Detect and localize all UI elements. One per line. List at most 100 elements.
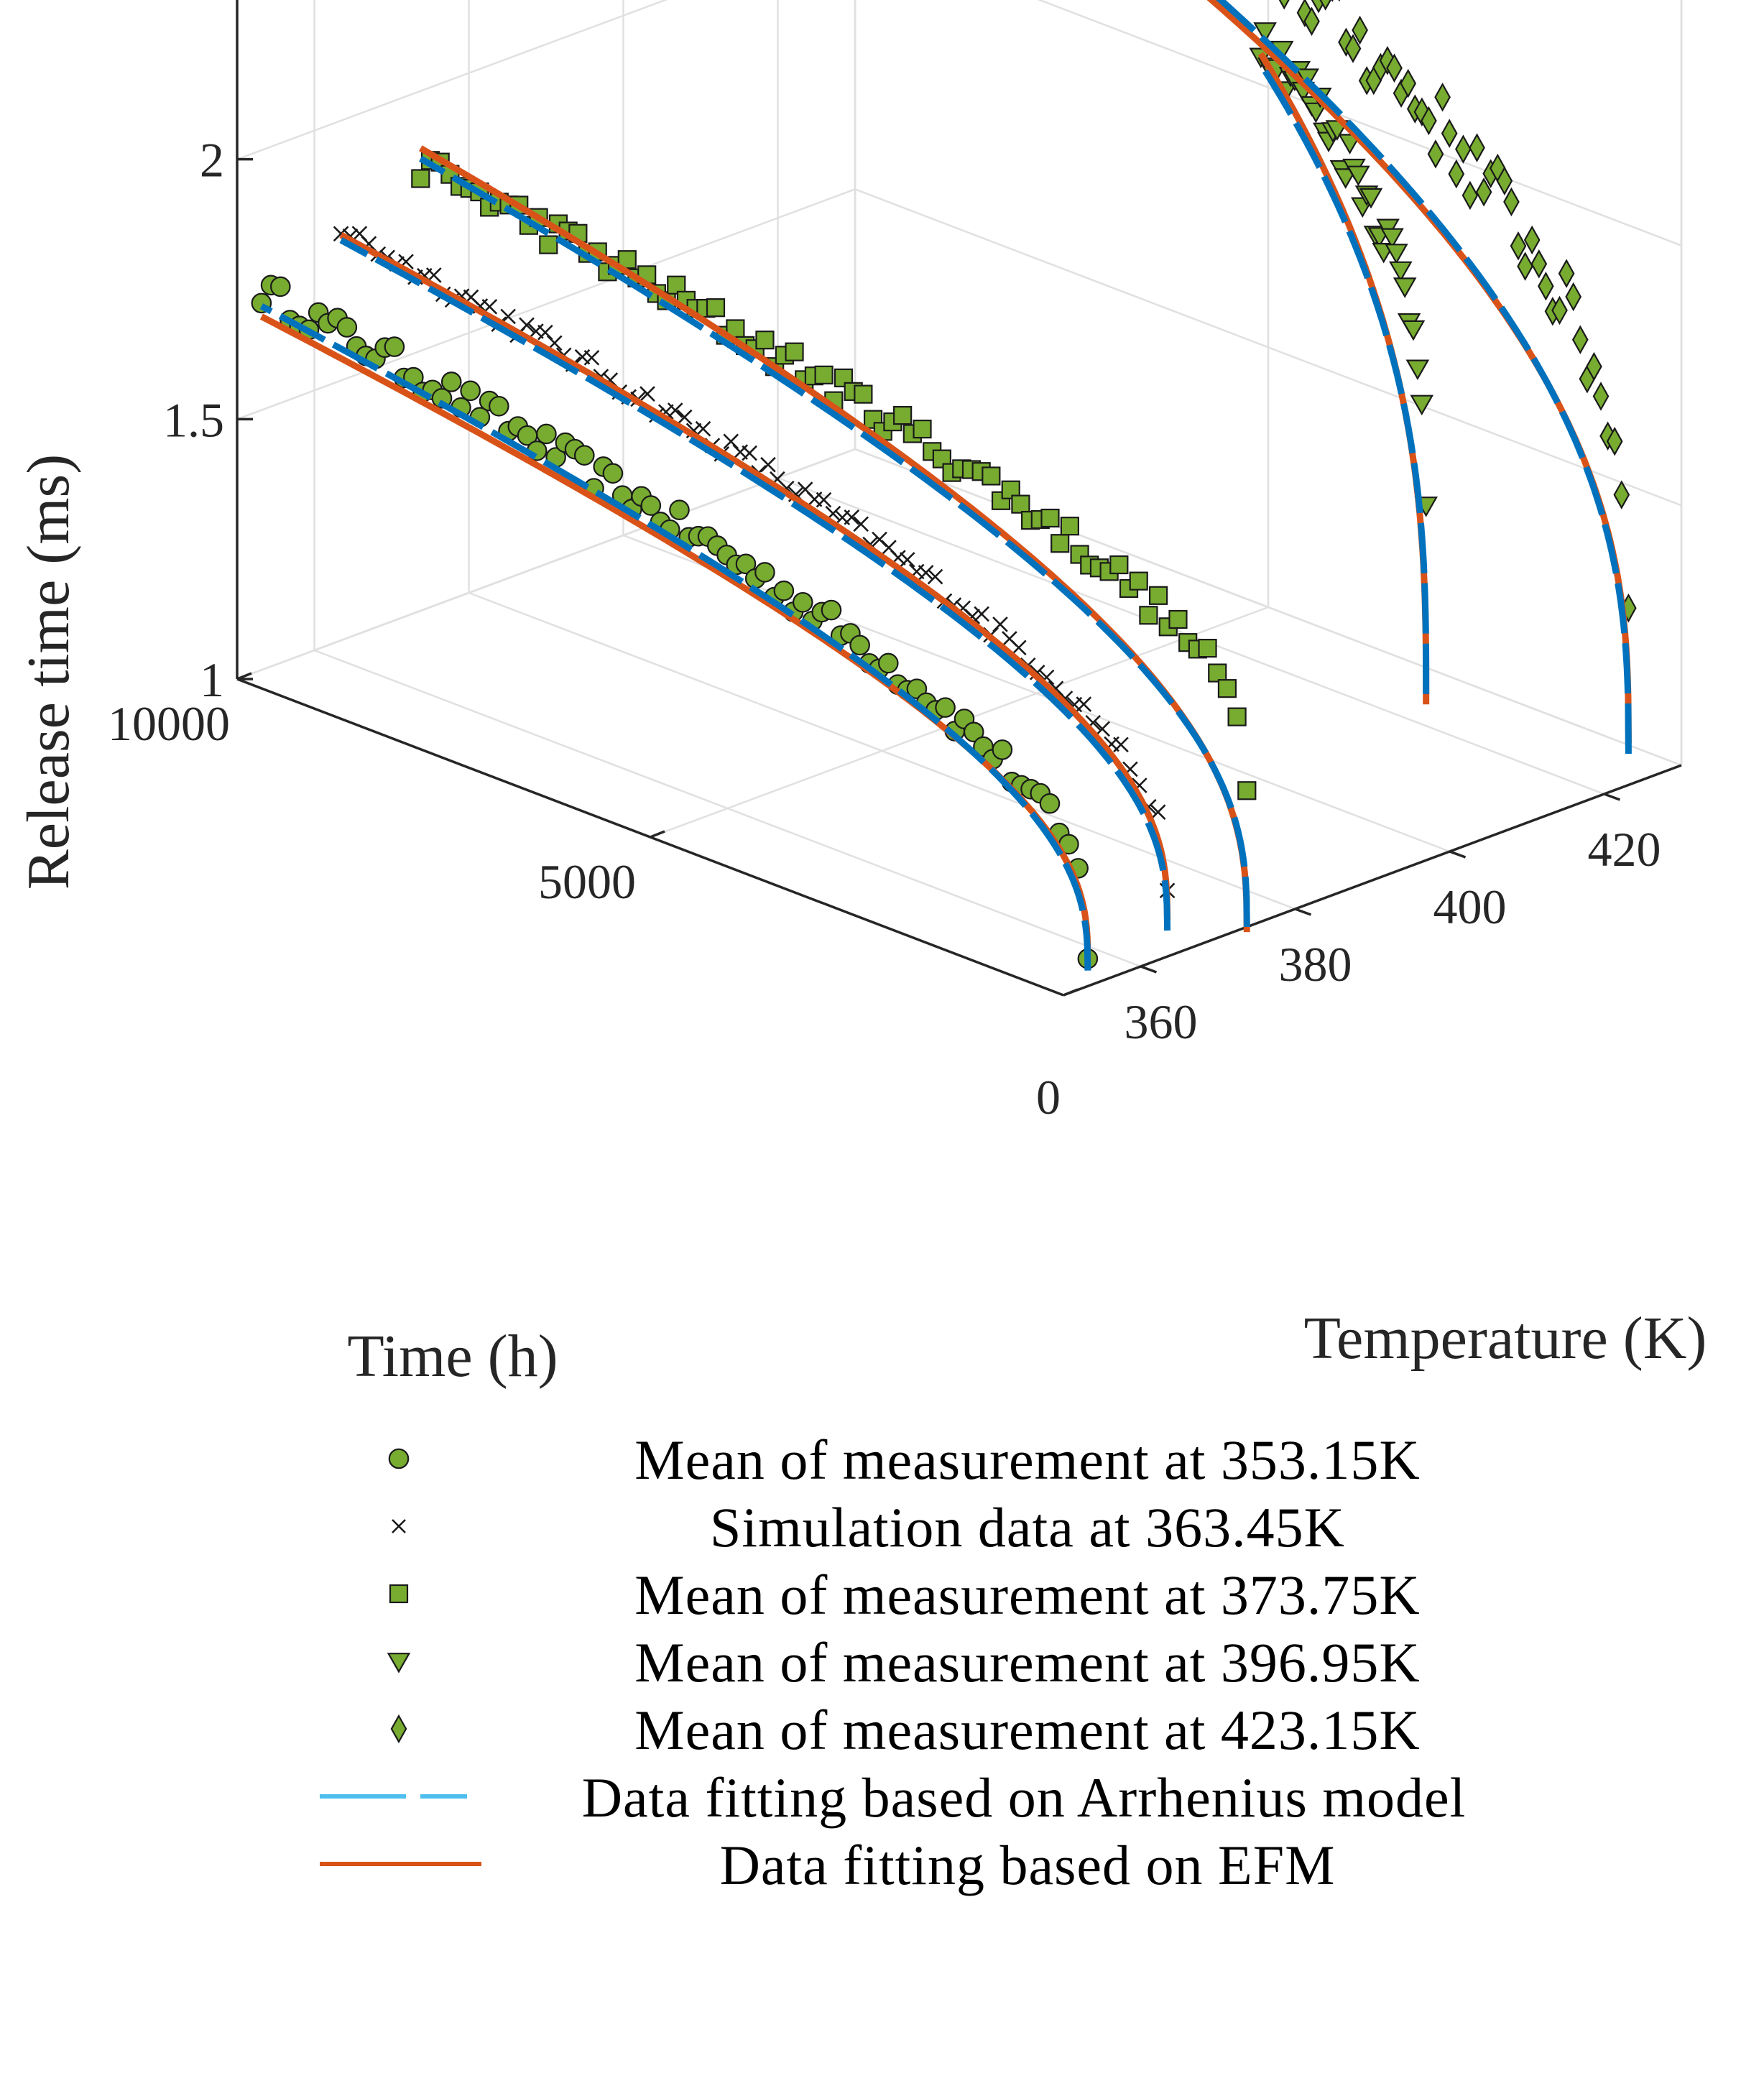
efm-fit-curve — [259, 313, 1091, 961]
legend-label: Mean of measurement at 396.95K — [634, 1631, 1421, 1694]
x-marker-stroke — [351, 226, 368, 241]
time-tick-label: 10000 — [108, 696, 230, 751]
data-point — [754, 562, 775, 583]
legend-marker-x — [392, 1519, 406, 1533]
data-point — [1217, 679, 1237, 698]
temperature-axis-title: Temperature (K) — [1304, 1305, 1707, 1372]
data-point — [899, 552, 915, 568]
data-point — [1592, 382, 1610, 411]
data-point — [1565, 282, 1582, 312]
data-point — [1150, 804, 1166, 821]
floor-gridline-temperature — [314, 649, 1141, 968]
data-point — [676, 409, 693, 425]
data-point — [1523, 225, 1541, 255]
data-point — [935, 697, 956, 718]
x-marker-stroke — [881, 540, 897, 555]
efm-fit-curve — [419, 145, 1250, 933]
time-tick-mark — [236, 672, 252, 680]
data-point — [814, 365, 833, 384]
data-point — [1538, 272, 1554, 301]
data-point — [849, 634, 870, 656]
data-point — [1296, 0, 1313, 27]
data-point — [536, 423, 557, 445]
legend-label: Simulation data at 363.45K — [710, 1496, 1345, 1559]
data-point — [906, 678, 928, 699]
x-marker-stroke — [760, 456, 776, 473]
data-point — [1198, 639, 1217, 658]
legend-entry: Mean of measurement at 423.15K — [390, 1699, 1420, 1761]
data-point — [460, 380, 481, 402]
legend-entry: Simulation data at 363.45K — [392, 1496, 1345, 1559]
x-marker-stroke — [392, 1519, 406, 1533]
data-point — [1586, 351, 1602, 382]
x-marker-stroke — [723, 433, 739, 450]
temperature-tick-mark — [1140, 965, 1158, 974]
x-marker-stroke — [667, 402, 683, 418]
z-tick-label: 1 — [200, 652, 224, 707]
data-point — [1050, 534, 1070, 553]
legend-entry: Mean of measurement at 396.95K — [387, 1631, 1421, 1694]
data-point — [1334, 168, 1357, 189]
arrhenius-fit-curve — [259, 303, 1091, 971]
data-point — [760, 456, 776, 473]
arrhenius-fit-curve — [1216, 0, 1632, 754]
data-point — [669, 499, 690, 520]
data-point — [489, 395, 509, 417]
data-point — [1385, 244, 1408, 264]
temperature-tick-mark — [1449, 850, 1467, 859]
series-square — [411, 151, 1257, 800]
x-marker-stroke — [537, 324, 553, 341]
x-marker-stroke — [1002, 631, 1017, 647]
data-point — [1558, 259, 1575, 288]
legend-label: Data fitting based on EFM — [720, 1834, 1336, 1896]
data-point — [1070, 545, 1089, 564]
data-point — [1253, 22, 1277, 43]
x-marker-stroke — [1076, 696, 1092, 712]
data-point — [932, 449, 952, 468]
data-point — [1405, 359, 1430, 381]
data-point — [1455, 134, 1472, 164]
data-point — [384, 336, 405, 357]
data-point — [1469, 133, 1485, 162]
x-marker-stroke — [528, 323, 544, 339]
data-point — [1359, 188, 1383, 209]
temperature-axis-line — [1063, 764, 1682, 997]
data-point — [1613, 480, 1630, 509]
data-point — [1475, 177, 1492, 207]
data-point — [918, 565, 934, 581]
x-marker-stroke — [1011, 640, 1027, 656]
data-point — [1319, 0, 1331, 11]
x-marker-stroke — [695, 420, 711, 437]
data-point — [411, 169, 430, 188]
data-point — [1060, 517, 1079, 536]
legend-marker-square — [389, 1584, 409, 1604]
temperature-tick-mark — [1294, 908, 1312, 916]
data-point — [927, 568, 943, 585]
data-point — [1304, 102, 1328, 124]
arrhenius-fit-curve — [339, 237, 1171, 931]
time-tick-label: 5000 — [538, 854, 636, 909]
data-point — [1389, 261, 1413, 282]
data-point — [992, 739, 1013, 760]
data-point — [1606, 426, 1623, 456]
data-point — [755, 331, 775, 350]
efm-fit-curve — [339, 232, 1171, 920]
backwall-gridline-z — [236, 0, 668, 160]
legend-entry: Mean of measurement at 373.75K — [389, 1564, 1420, 1626]
temperature-tick-label: 380 — [1279, 937, 1352, 992]
x-marker-stroke — [974, 606, 989, 622]
data-point — [854, 384, 873, 404]
data-point — [1448, 159, 1465, 189]
legend-marker-triangle-down — [387, 1653, 411, 1674]
x-marker-stroke — [639, 386, 655, 402]
data-layer — [251, 0, 1637, 971]
x-marker-stroke — [918, 565, 934, 581]
data-point — [773, 580, 795, 601]
floor-gridline-temperature — [623, 534, 1450, 853]
data-point — [1410, 394, 1434, 416]
data-point — [853, 516, 869, 532]
data-point — [1510, 231, 1527, 261]
data-point — [963, 721, 984, 743]
z-axis-title: Release time (ms) — [15, 454, 82, 890]
data-point — [269, 276, 291, 297]
